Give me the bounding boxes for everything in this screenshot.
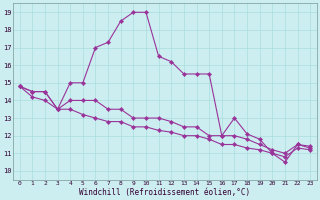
X-axis label: Windchill (Refroidissement éolien,°C): Windchill (Refroidissement éolien,°C)	[79, 188, 251, 197]
